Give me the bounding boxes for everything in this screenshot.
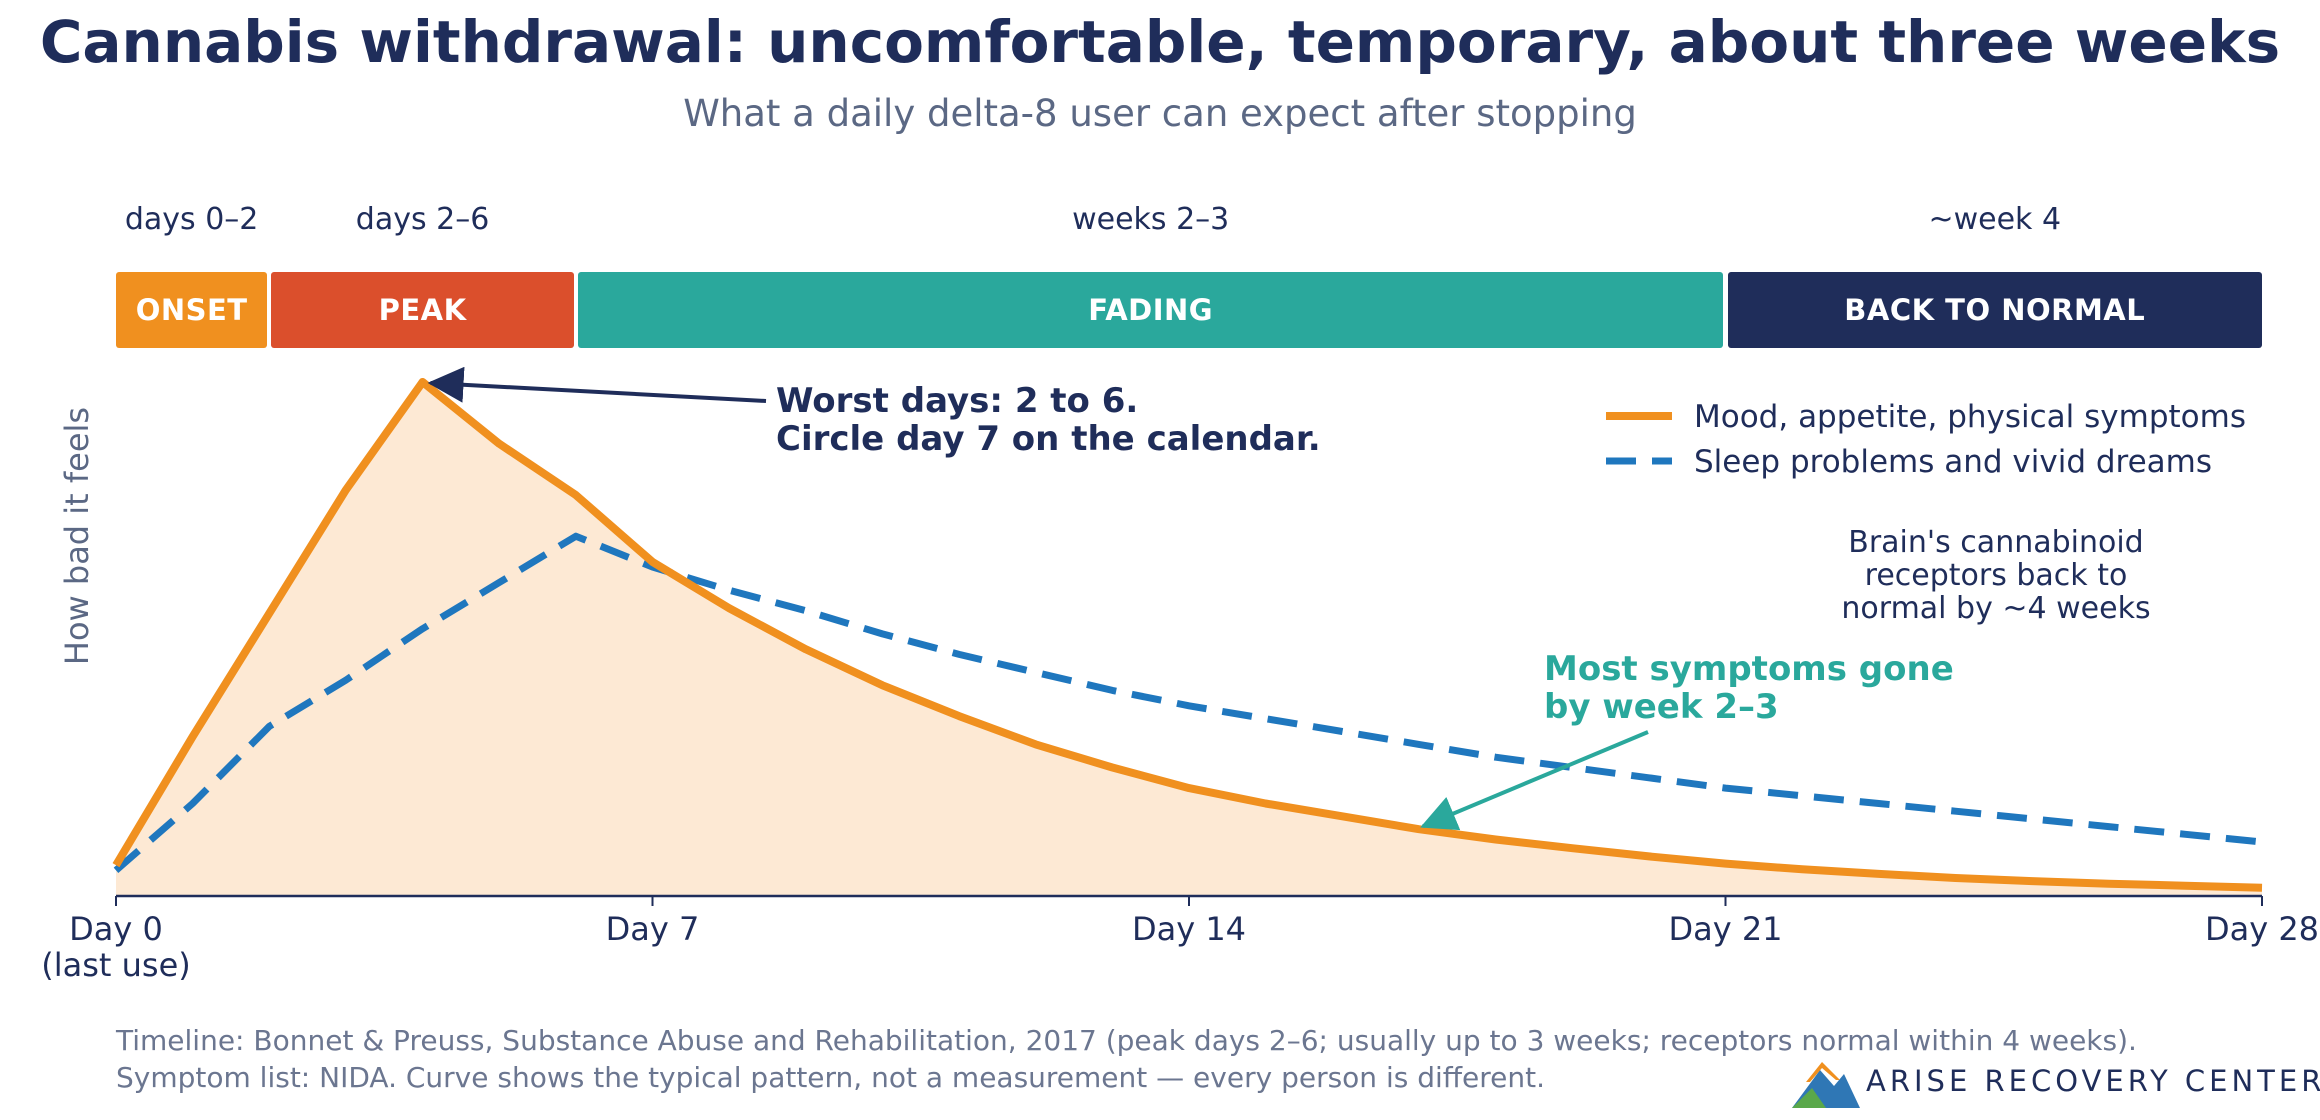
annotation-receptors-line: Brain's cannabinoid [1848, 525, 2143, 560]
chart-title: Cannabis withdrawal: uncomfortable, temp… [39, 8, 2281, 76]
chart-subtitle: What a daily delta-8 user can expect aft… [683, 92, 1637, 135]
phase-range-label: days 0–2 [124, 202, 259, 237]
annotation-worst-days-line2: Circle day 7 on the calendar. [776, 419, 1321, 459]
phase-bar-peak: PEAK [271, 272, 574, 348]
legend-entry-label: Mood, appetite, physical symptoms [1694, 399, 2246, 435]
phase-bar-onset: ONSET [116, 272, 268, 348]
x-tick-label: Day 0 [69, 910, 163, 948]
x-tick-label: Day 14 [1132, 910, 1246, 948]
annotation-receptors-line: normal by ~4 weeks [1841, 591, 2150, 626]
phase-range-label: weeks 2–3 [1072, 202, 1230, 237]
x-tick-label: Day 7 [606, 910, 700, 948]
phase-range-label: days 2–6 [355, 202, 490, 237]
x-tick-label: Day 28 [2205, 910, 2319, 948]
footer-note-line: Symptom list: NIDA. Curve shows the typi… [116, 1061, 1546, 1094]
mountain-logo-icon [1792, 1062, 1860, 1108]
phase-bar-fading: FADING [577, 272, 1724, 348]
series-line-sleep [113, 532, 2263, 873]
annotation-symptoms-gone-line1: Most symptoms gone [1544, 649, 1954, 689]
phase-range-label: ~week 4 [1928, 202, 2062, 237]
worst-days-arrow [427, 366, 767, 403]
footer-source-line: Timeline: Bonnet & Preuss, Substance Abu… [116, 1024, 2137, 1057]
withdrawal-chart: Day 0(last use) Day 7 Day 14 Day 21 Day 28 Ho… [41, 366, 2319, 984]
logo-text: ARISE RECOVERY CENTERS [1866, 1064, 2320, 1098]
symptoms-gone-arrow [1420, 730, 1649, 831]
annotation-symptoms-gone-line2: by week 2–3 [1544, 687, 1779, 727]
y-axis-label: How bad it feels [58, 407, 96, 665]
annotation-receptors-line: receptors back to [1865, 558, 2128, 593]
legend-entry-label: Sleep problems and vivid dreams [1694, 444, 2212, 480]
x-tick-sublabel: (last use) [41, 946, 191, 984]
x-tick-label: Day 21 [1668, 910, 1782, 948]
series-line-mood [112, 378, 2263, 892]
series-area-fill [116, 382, 2262, 896]
annotation-worst-days-line1: Worst days: 2 to 6. [776, 381, 1138, 421]
phase-bar-back-to-normal: BACK TO NORMAL [1727, 272, 2262, 348]
